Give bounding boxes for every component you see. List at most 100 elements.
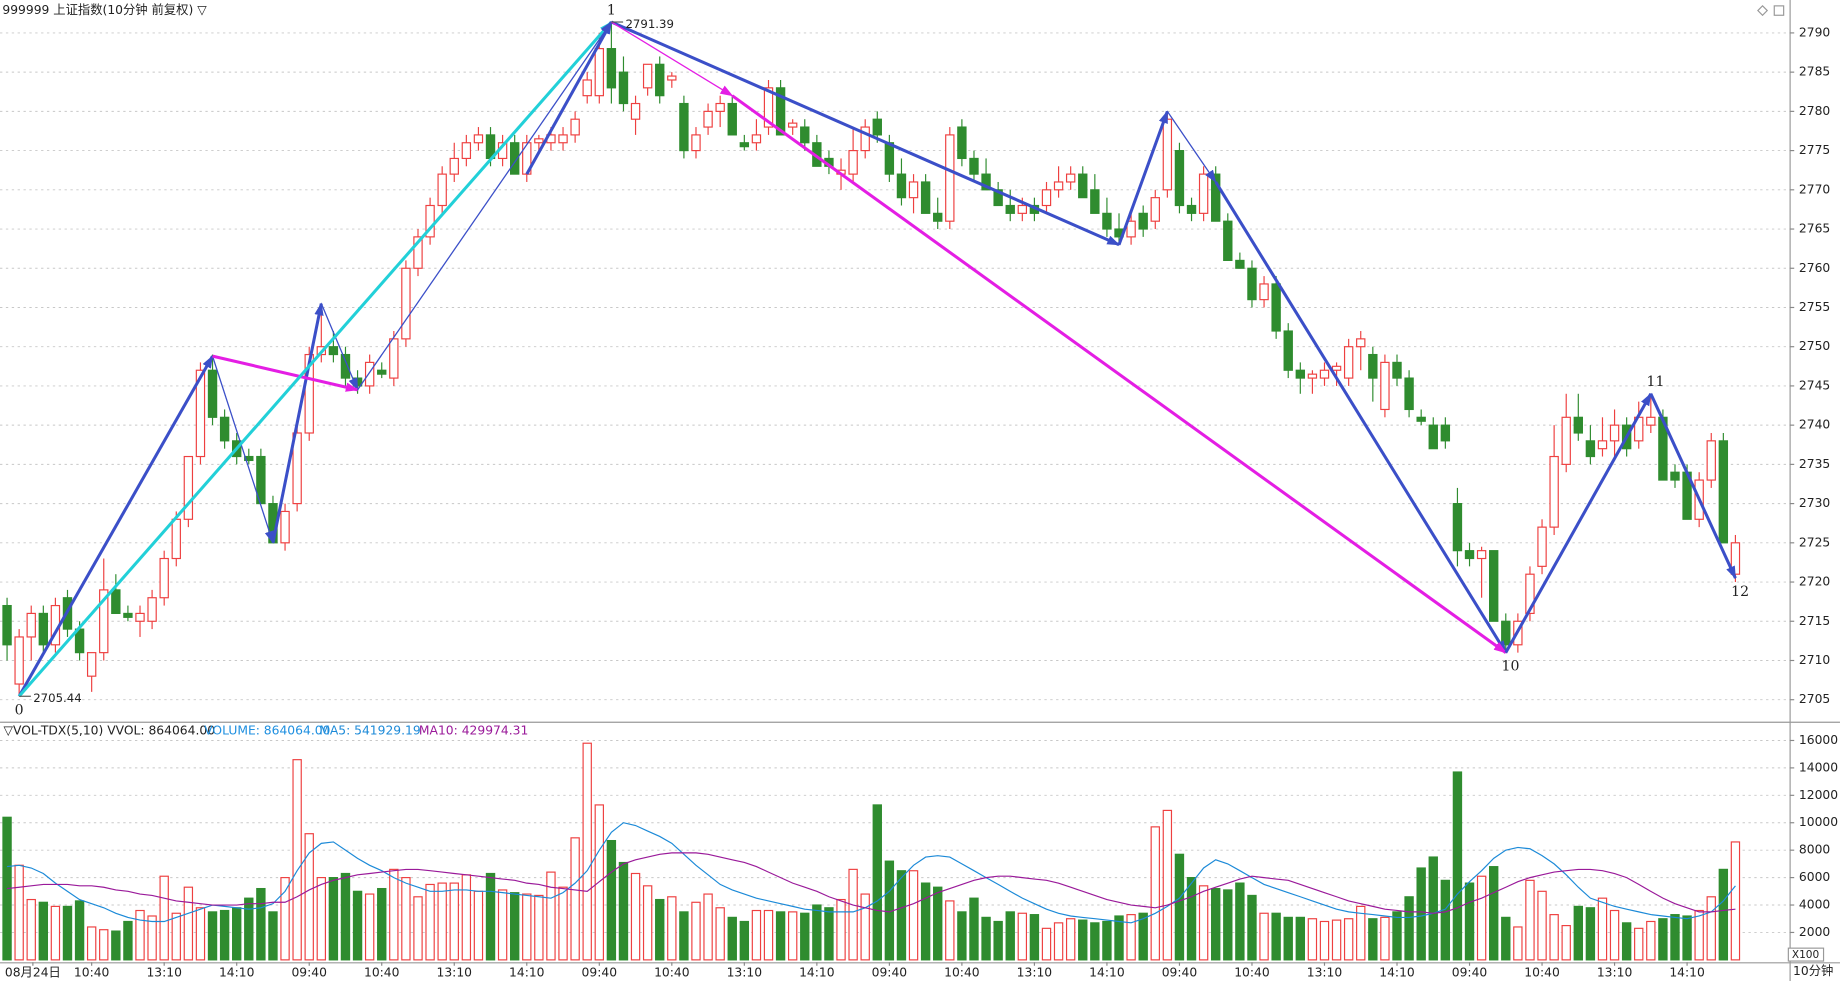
wave-arrow (1649, 393, 1737, 580)
candle-body (896, 173, 907, 199)
candle-body (1609, 424, 1620, 442)
y-tick-label: 2770 (1799, 182, 1831, 196)
x-tick-label: 13:10 (1597, 965, 1633, 979)
volume-bar (147, 915, 157, 961)
candle-body (945, 134, 955, 222)
y-tick-label: 2760 (1799, 261, 1831, 275)
candle-body (667, 75, 677, 81)
volume-bar (1706, 896, 1716, 961)
x-tick-label: 09:40 (872, 965, 908, 979)
candle-body (1331, 365, 1342, 371)
candle-body (401, 267, 411, 340)
legend-entry: MA5: 541929.19 (319, 724, 421, 738)
volume-bar (280, 877, 290, 961)
volume-bar (26, 898, 36, 961)
candle-body (328, 346, 339, 356)
volume-bar (1513, 926, 1523, 961)
volume-bar (727, 916, 737, 961)
candle-body (377, 369, 387, 375)
y-tick-label: 2705 (1799, 692, 1830, 706)
candle-body (1102, 212, 1112, 230)
volume-bar (485, 872, 496, 961)
candle-body (219, 416, 230, 442)
candle-body (1053, 181, 1064, 191)
volume-bar (1718, 868, 1729, 961)
volume-bar (219, 909, 230, 961)
candle-body (1126, 220, 1136, 238)
x-tick-label: 14:10 (219, 965, 255, 979)
volume-bar (1585, 907, 1596, 961)
candle-body (715, 102, 725, 112)
ma-line (6, 852, 1736, 914)
volume-bar (957, 911, 967, 961)
candle-body (364, 361, 375, 387)
candle-body (642, 63, 653, 89)
candle-body (207, 369, 218, 418)
candle-body (1271, 283, 1281, 332)
volume-bar (171, 912, 181, 961)
volume-bar (1307, 918, 1318, 961)
volume-bar (1404, 896, 1414, 961)
volume-bar (1670, 914, 1680, 961)
volume-bar (1029, 914, 1040, 961)
x-tick-label: 13:10 (727, 965, 763, 979)
candle-body (1670, 471, 1680, 481)
y-tick-label: 2790 (1799, 25, 1831, 39)
x-tick-label: 13:10 (146, 965, 182, 979)
volume-bar (751, 909, 762, 961)
volume-bar (800, 912, 810, 961)
y-tick-label: 2735 (1799, 457, 1830, 471)
candle-body (1597, 440, 1608, 450)
volume-bar (667, 896, 677, 961)
volume-bar (425, 883, 435, 961)
volume-bar (1247, 894, 1257, 961)
volume-bar (1283, 916, 1293, 961)
x-tick-label: 09:40 (1162, 965, 1198, 979)
legend-entry: MA10: 429974.31 (419, 724, 528, 738)
candle-body (1295, 369, 1306, 379)
x-tick-label: 09:40 (1452, 965, 1488, 979)
wave-arrow (18, 21, 613, 698)
volume-bar (183, 886, 194, 961)
volume-bar (1368, 918, 1378, 961)
volume-bar (1223, 889, 1233, 961)
volume-bar (618, 861, 629, 961)
candle-body (618, 71, 629, 105)
candle-body (244, 455, 254, 462)
candle-body (1319, 369, 1330, 379)
volume-bar (981, 916, 991, 961)
wave-arrow (320, 303, 359, 391)
volume-bar (328, 877, 339, 961)
x-tick-label: 13:10 (1017, 965, 1053, 979)
wave-arrow (1504, 392, 1653, 654)
x-tick-label: 13:10 (1307, 965, 1343, 979)
candle-body (1247, 267, 1257, 301)
y-tick-label: 14000 (1799, 760, 1838, 774)
candle-body (1404, 377, 1414, 411)
window-icon[interactable] (1773, 5, 1785, 16)
candle-body (1718, 440, 1729, 544)
candle-body (630, 102, 641, 120)
volume-bar (86, 926, 97, 961)
volume-bar (908, 870, 919, 961)
volume-bar (1319, 920, 1330, 961)
wave-label: 0 (15, 702, 24, 718)
window-icon[interactable] (1757, 5, 1769, 17)
legend-entry: VOLUME: 864064.00 (204, 724, 330, 738)
candle-body (304, 353, 314, 434)
volume-bar (364, 893, 375, 961)
volume-bar (1597, 897, 1608, 961)
candle-body (86, 652, 97, 677)
candle-body (1017, 204, 1028, 214)
volume-bar (546, 871, 556, 961)
candle-body (1549, 455, 1559, 528)
volume-bar (111, 930, 121, 961)
candle-body (1162, 118, 1173, 191)
period-label: 10分钟 (1793, 963, 1833, 978)
volume-bar (304, 833, 314, 961)
volume-bar (1041, 927, 1052, 961)
y-tick-label: 2780 (1799, 104, 1831, 118)
x-tick-label: 14:10 (1089, 965, 1125, 979)
candle-body (183, 455, 194, 520)
